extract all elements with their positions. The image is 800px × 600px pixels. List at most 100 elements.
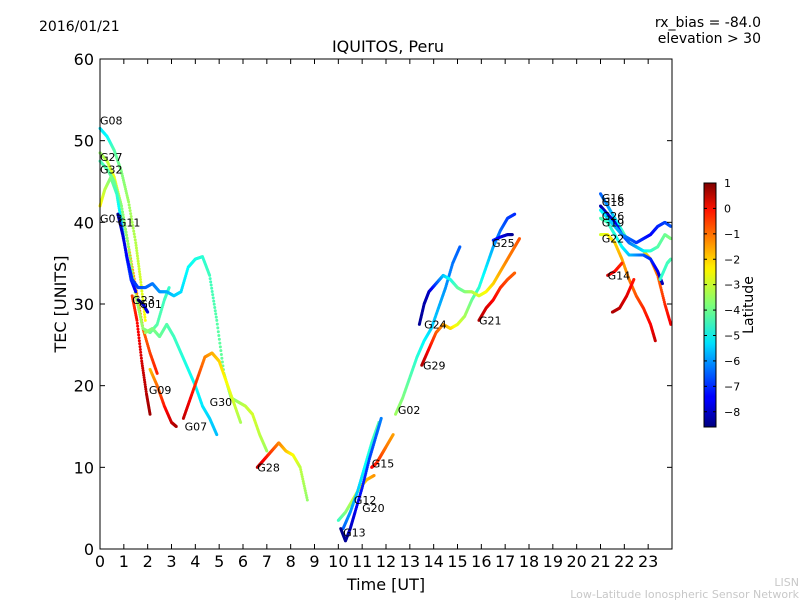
data-point bbox=[134, 246, 138, 250]
data-point bbox=[136, 327, 140, 331]
x-axis: 0 1 2 3 4 5 6 7 8 9 10 11 12 13 14 15 16 17 18 19 20 21 22 23 bbox=[95, 59, 658, 571]
data-point bbox=[133, 235, 137, 239]
colorbar-tick-label: −1 bbox=[724, 228, 740, 241]
data-point bbox=[174, 425, 178, 428]
colorbar-tick-label: −2 bbox=[724, 253, 740, 266]
series-layer bbox=[98, 126, 673, 543]
data-point bbox=[121, 216, 125, 220]
data-point bbox=[138, 342, 142, 346]
colorbar bbox=[703, 182, 717, 428]
x-tick-label: 3 bbox=[166, 552, 176, 571]
data-point bbox=[216, 330, 220, 334]
data-point bbox=[126, 239, 130, 243]
colorbar-tick-label: −5 bbox=[724, 330, 740, 343]
data-point bbox=[135, 251, 139, 255]
series-G28 bbox=[255, 441, 309, 502]
data-point bbox=[140, 322, 144, 326]
data-point bbox=[208, 277, 212, 281]
series-G01 bbox=[136, 298, 150, 314]
series-label: G03 bbox=[100, 212, 123, 225]
data-point bbox=[138, 345, 142, 349]
elevation-label: elevation > 30 bbox=[658, 31, 761, 47]
data-point bbox=[300, 472, 304, 476]
data-point bbox=[302, 484, 306, 488]
series-label: G32 bbox=[100, 163, 123, 176]
data-point bbox=[301, 477, 305, 481]
data-point bbox=[653, 339, 657, 343]
x-tick-label: 21 bbox=[590, 552, 610, 571]
data-point bbox=[128, 255, 132, 259]
series-label: G13 bbox=[343, 527, 366, 540]
x-tick-label: 16 bbox=[471, 552, 491, 571]
data-point bbox=[134, 241, 138, 245]
x-tick-label: 7 bbox=[262, 552, 272, 571]
series-label: G12 bbox=[354, 494, 377, 507]
data-point bbox=[135, 254, 139, 258]
data-point bbox=[137, 310, 141, 314]
series-label: G11 bbox=[118, 216, 141, 229]
data-point bbox=[133, 238, 137, 242]
series-G15 bbox=[370, 433, 395, 469]
data-point bbox=[129, 215, 133, 218]
data-point bbox=[214, 315, 218, 319]
data-point bbox=[135, 318, 139, 322]
data-point bbox=[303, 486, 307, 490]
data-point bbox=[298, 465, 302, 469]
data-point bbox=[135, 301, 139, 305]
data-point bbox=[140, 364, 144, 368]
data-point bbox=[139, 356, 143, 360]
data-point bbox=[140, 292, 144, 296]
x-tick-label: 6 bbox=[238, 552, 248, 571]
x-tick-label: 5 bbox=[214, 552, 224, 571]
colorbar-tick-label: −6 bbox=[724, 355, 740, 368]
data-point bbox=[301, 479, 305, 483]
x-axis-label: Time [UT] bbox=[346, 575, 425, 594]
data-point bbox=[136, 259, 140, 263]
series-G13 bbox=[339, 416, 383, 543]
x-tick-label: 4 bbox=[190, 552, 200, 571]
series-G21 bbox=[477, 271, 517, 322]
series-G02 bbox=[394, 245, 462, 416]
data-point bbox=[141, 369, 145, 372]
data-point bbox=[131, 226, 135, 230]
data-point bbox=[220, 360, 224, 364]
data-point bbox=[130, 220, 134, 224]
colorbar-tick-label: 1 bbox=[724, 177, 731, 190]
y-tick-label: 0 bbox=[84, 540, 94, 559]
data-point bbox=[660, 282, 664, 286]
data-point bbox=[127, 245, 131, 249]
series-label: G21 bbox=[479, 314, 502, 327]
data-point bbox=[137, 267, 141, 271]
data-point bbox=[138, 315, 142, 319]
data-point bbox=[137, 270, 141, 274]
data-point bbox=[218, 341, 222, 345]
data-point bbox=[302, 482, 306, 486]
series-label: G15 bbox=[372, 457, 395, 470]
data-point bbox=[124, 230, 128, 234]
data-point bbox=[134, 290, 138, 294]
series-label: G01 bbox=[139, 298, 162, 311]
series-label: G23 bbox=[132, 294, 155, 307]
data-point bbox=[216, 326, 220, 330]
series-label: G28 bbox=[257, 461, 280, 474]
x-tick-label: 13 bbox=[400, 552, 420, 571]
y-tick-label: 20 bbox=[74, 377, 94, 396]
data-point bbox=[136, 324, 140, 328]
data-point bbox=[123, 222, 127, 225]
data-point bbox=[299, 468, 303, 472]
data-point bbox=[215, 322, 219, 326]
x-tick-label: 14 bbox=[423, 552, 443, 571]
y-tick-label: 30 bbox=[74, 295, 94, 314]
data-point bbox=[136, 306, 140, 309]
data-point bbox=[141, 366, 145, 370]
data-point bbox=[304, 491, 308, 495]
data-point bbox=[130, 217, 134, 221]
data-point bbox=[138, 272, 142, 276]
data-point bbox=[239, 420, 243, 424]
data-point bbox=[217, 337, 221, 341]
y-tick-label: 60 bbox=[74, 50, 94, 69]
data-point bbox=[132, 232, 136, 236]
data-point bbox=[143, 383, 147, 386]
data-point bbox=[209, 280, 213, 284]
